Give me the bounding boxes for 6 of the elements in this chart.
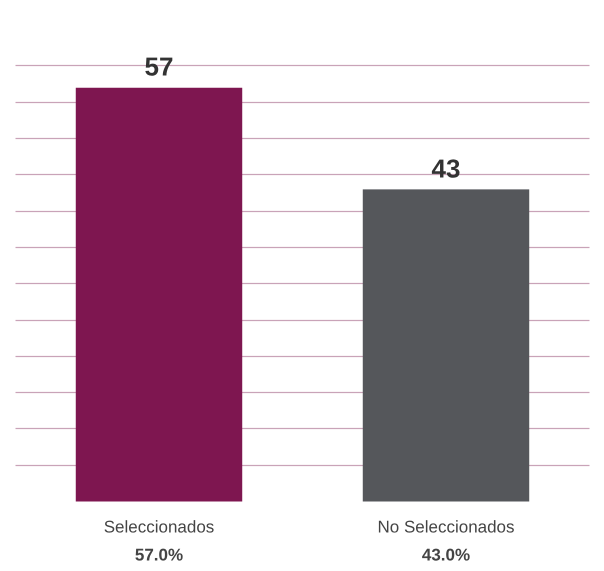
x-tick-label: Seleccionados [104, 518, 214, 536]
x-tick-label: No Seleccionados [377, 518, 515, 536]
text: 43.0% [422, 546, 470, 564]
data-label: 57 [144, 52, 174, 82]
text: 57.0% [134, 546, 184, 564]
data-label: 43 [432, 153, 460, 184]
